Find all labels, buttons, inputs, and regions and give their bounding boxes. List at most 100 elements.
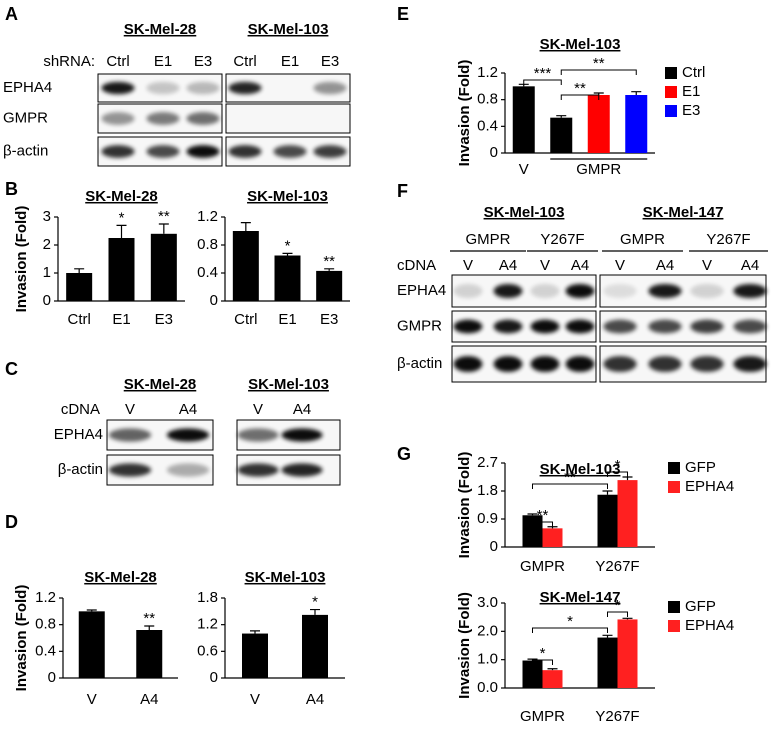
error-bar — [240, 222, 251, 231]
blot-band — [281, 463, 323, 477]
legend-label: Ctrl — [682, 64, 705, 81]
y-axis-label: Invasion (Fold) — [13, 585, 30, 692]
y-tick-label: 1.8 — [477, 482, 498, 499]
panel-label: C — [5, 359, 18, 379]
x-tick-label: E3 — [155, 311, 173, 328]
error-bar — [116, 224, 127, 238]
blot-band — [228, 81, 262, 95]
significance-bracket — [560, 94, 600, 100]
error-bar — [144, 625, 155, 630]
bar — [522, 660, 543, 688]
row-label: β-actin — [3, 142, 48, 159]
subgroup-label: GMPR — [620, 231, 665, 248]
blot-band — [146, 112, 180, 125]
blot-band — [228, 145, 262, 158]
y-tick-label: 3.0 — [477, 594, 498, 611]
panel-label: G — [397, 444, 411, 464]
lane-label: A4 — [179, 401, 197, 418]
x-tick-label: GMPR — [576, 161, 621, 178]
y-tick-label: 2 — [43, 236, 51, 253]
significance: ** — [537, 507, 549, 524]
lane-label: V — [253, 401, 263, 418]
significance-bracket — [607, 611, 628, 617]
legend-label: EPHA4 — [685, 617, 734, 634]
lane-label: E3 — [194, 53, 212, 70]
chart-title: SK-Mel-103 — [540, 36, 621, 53]
lane-label: A4 — [741, 257, 759, 274]
significance: * — [540, 645, 546, 662]
y-axis-label: Invasion (Fold) — [13, 206, 30, 313]
y-tick-label: 1 — [43, 264, 51, 281]
subgroup-label: Y267F — [540, 231, 584, 248]
x-tick-label: V — [87, 691, 97, 708]
significance: * — [285, 237, 291, 254]
bar — [542, 528, 563, 547]
legend-swatch — [668, 462, 680, 474]
legend-label: EPHA4 — [685, 478, 734, 495]
chart-title: SK-Mel-103 — [540, 461, 621, 478]
lane-label: V — [125, 401, 135, 418]
row-label: EPHA4 — [54, 426, 103, 443]
bar — [512, 86, 535, 153]
legend-label: E1 — [682, 83, 700, 100]
y-tick-label: 0.9 — [477, 510, 498, 527]
bar — [597, 637, 618, 688]
x-tick-label: Ctrl — [234, 311, 257, 328]
row-label: β-actin — [58, 461, 103, 478]
blot-band — [186, 112, 220, 125]
y-tick-label: 1.2 — [477, 64, 498, 81]
cell-line-title: SK-Mel-28 — [124, 376, 197, 393]
lane-label: V — [615, 257, 625, 274]
blot-band — [453, 319, 483, 334]
blot-band — [603, 319, 637, 334]
legend-label: GFP — [685, 598, 716, 615]
significance: ** — [574, 80, 586, 97]
y-tick-label: 2.7 — [477, 454, 498, 471]
bar — [108, 238, 135, 301]
significance-bracket — [532, 659, 553, 665]
subgroup-label: Y267F — [706, 231, 750, 248]
legend-label: E3 — [682, 102, 700, 119]
legend-swatch — [668, 620, 680, 632]
blot-band — [453, 356, 483, 372]
significance: *** — [534, 65, 552, 82]
legend-swatch — [668, 601, 680, 613]
panel-label: B — [5, 179, 18, 199]
error-bar — [631, 91, 642, 95]
blot-band — [648, 283, 682, 299]
row-header: shRNA: — [43, 53, 95, 70]
blot-band — [101, 112, 135, 125]
blot-band — [313, 81, 347, 95]
y-tick-label: 0.0 — [477, 679, 498, 696]
blot-band — [281, 428, 323, 442]
bar — [316, 270, 343, 301]
blot-band — [493, 283, 523, 299]
significance: ** — [564, 469, 576, 486]
y-tick-label: 0 — [490, 144, 498, 161]
chart-title: SK-Mel-147 — [540, 589, 621, 606]
bar — [150, 233, 177, 301]
lane-label: A4 — [293, 401, 311, 418]
blot-band — [603, 356, 637, 372]
y-axis-label: Invasion (Fold) — [456, 592, 473, 699]
blot-band — [530, 356, 560, 372]
significance: * — [567, 613, 573, 630]
significance: ** — [323, 253, 335, 270]
significance-bracket — [532, 627, 608, 633]
blot-band — [530, 319, 560, 334]
bar — [274, 255, 301, 301]
chart-title: SK-Mel-103 — [245, 569, 326, 586]
blot-band — [493, 356, 523, 372]
bar — [542, 670, 563, 688]
lane-label: Ctrl — [106, 53, 129, 70]
blot-band — [108, 463, 152, 477]
error-bar — [622, 617, 633, 620]
blot-band — [273, 145, 307, 158]
legend-swatch — [668, 481, 680, 493]
bar — [136, 630, 163, 678]
row-header: cDNA — [61, 401, 100, 418]
bar — [232, 231, 259, 301]
bar — [617, 619, 638, 688]
lane-label: V — [540, 257, 550, 274]
